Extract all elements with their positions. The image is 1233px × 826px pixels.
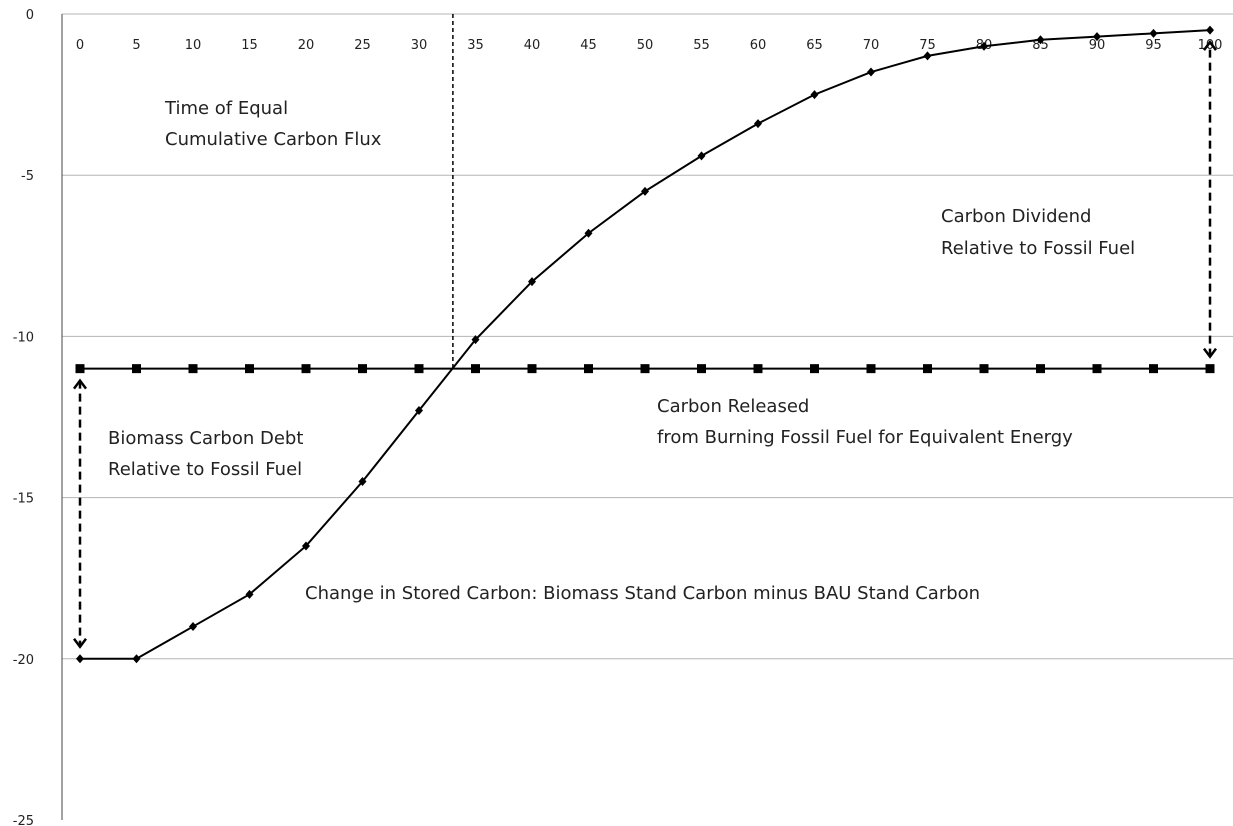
y-tick-label: -5 <box>21 169 34 184</box>
square-marker <box>1092 364 1102 374</box>
dividend-arrow-head <box>1203 40 1217 51</box>
square-marker <box>866 364 876 374</box>
diamond-marker <box>1036 35 1045 45</box>
diamond-marker <box>302 541 310 551</box>
equal-flux-label-line-2: Cumulative Carbon Flux <box>165 129 382 150</box>
debt-arrow-head <box>73 638 87 649</box>
diamond-marker <box>358 476 367 486</box>
grid-lines <box>62 13 1233 660</box>
diamond-marker <box>697 151 706 161</box>
x-tick-label: 15 <box>241 38 258 53</box>
square-marker <box>245 364 254 374</box>
square-marker <box>1036 364 1045 374</box>
x-tick-label: 50 <box>637 38 654 53</box>
square-marker <box>358 364 367 374</box>
diamond-marker <box>754 119 762 129</box>
dividend-arrow-head <box>1203 347 1217 359</box>
square-marker <box>75 364 85 374</box>
y-tick-label: -15 <box>13 492 34 507</box>
y-tick-label: -10 <box>13 330 34 345</box>
square-marker <box>753 364 763 374</box>
arrows-layer <box>73 40 1217 649</box>
square-marker <box>188 364 198 374</box>
debt-label-line-1: Biomass Carbon Debt <box>108 428 303 449</box>
x-tick-label: 10 <box>185 38 202 53</box>
square-marker <box>810 364 819 374</box>
square-marker <box>414 364 424 374</box>
diamond-marker <box>76 654 84 664</box>
x-tick-label: 0 <box>76 38 84 53</box>
diamond-marker <box>245 589 254 599</box>
x-tick-label: 85 <box>1032 38 1049 53</box>
y-tick-label: 0 <box>26 8 34 23</box>
square-marker <box>132 364 141 374</box>
diamond-marker <box>1149 28 1158 38</box>
diamond-marker <box>810 90 819 100</box>
x-tick-label: 90 <box>1089 38 1106 53</box>
diamond-marker <box>1206 25 1214 35</box>
diamond-marker <box>132 654 141 664</box>
x-tick-label: 95 <box>1145 38 1162 53</box>
dividend-label-line-2: Relative to Fossil Fuel <box>941 238 1135 259</box>
y-tick-label: -20 <box>13 653 34 668</box>
released-label-line-1: Carbon Released <box>657 396 809 417</box>
dividend-label-line-1: Carbon Dividend <box>941 206 1091 227</box>
x-tick-label: 70 <box>863 38 880 53</box>
diamond-marker <box>528 277 536 287</box>
diamond-marker <box>189 622 197 632</box>
square-marker <box>301 364 311 374</box>
square-marker <box>584 364 593 374</box>
series-layer <box>75 25 1215 664</box>
diamond-marker <box>867 67 875 77</box>
x-tick-label: 45 <box>580 38 597 53</box>
x-tick-label: 65 <box>806 38 823 53</box>
equal-flux-label-line-1: Time of Equal <box>164 98 288 119</box>
square-marker <box>697 364 706 374</box>
x-axis-ticks: 0510152025303540455055606570758085909510… <box>76 38 1223 53</box>
square-marker <box>979 364 989 374</box>
x-tick-label: 5 <box>132 38 140 53</box>
debt-arrow-head <box>73 378 87 390</box>
debt-label-line-2: Relative to Fossil Fuel <box>108 459 302 480</box>
diamond-marker <box>415 406 423 416</box>
diamond-marker <box>584 228 593 238</box>
x-tick-label: 35 <box>467 38 484 53</box>
diamond-marker <box>1093 32 1101 42</box>
square-marker <box>1205 364 1215 374</box>
square-marker <box>640 364 650 374</box>
x-tick-label: 30 <box>411 38 428 53</box>
diamond-marker <box>923 51 932 61</box>
diamond-marker <box>471 335 480 345</box>
stored-carbon-label: Change in Stored Carbon: Biomass Stand C… <box>305 583 980 604</box>
x-tick-label: 60 <box>750 38 767 53</box>
released-label-line-2: from Burning Fossil Fuel for Equivalent … <box>657 427 1073 448</box>
y-axis-ticks: 0 -5 -10 -15 -20 -25 <box>13 8 34 826</box>
series-line-1 <box>80 29 1211 660</box>
y-tick-label: -25 <box>13 814 34 826</box>
square-marker <box>923 364 932 374</box>
diamond-marker <box>641 186 649 196</box>
x-tick-label: 20 <box>298 38 315 53</box>
square-marker <box>1149 364 1158 374</box>
x-tick-label: 55 <box>693 38 710 53</box>
diamond-marker <box>980 41 988 51</box>
square-marker <box>527 364 537 374</box>
x-tick-label: 75 <box>919 38 936 53</box>
x-tick-label: 25 <box>354 38 371 53</box>
x-tick-label: 40 <box>524 38 541 53</box>
square-marker <box>471 364 480 374</box>
